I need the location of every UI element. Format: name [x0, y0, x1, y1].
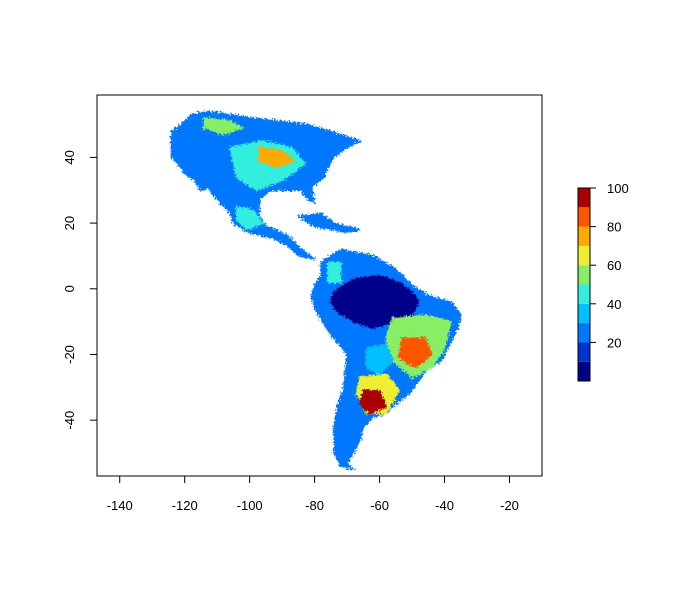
map-region-colombia-andes [326, 261, 342, 283]
map-region-sao-paulo-core [398, 337, 433, 369]
map-plot-area [96, 94, 543, 477]
legend-bin [578, 284, 590, 304]
map-region-amazon-lowland [330, 274, 420, 329]
y-tick-label: 0 [62, 285, 77, 292]
legend-bin [578, 207, 590, 227]
map-region-corn-belt [258, 146, 297, 169]
legend-bin [578, 188, 590, 208]
legend-tick-label: 20 [607, 335, 621, 350]
x-tick-label: -140 [107, 498, 133, 513]
map-region-canadian-prairie [203, 117, 246, 136]
legend-bin [578, 265, 590, 285]
x-tick-label: -40 [435, 498, 454, 513]
x-tick-label: -100 [237, 498, 263, 513]
legend-bins [578, 188, 590, 381]
x-tick-label: -60 [370, 498, 389, 513]
y-tick-label: 40 [62, 150, 77, 164]
map-region-chaco [365, 343, 394, 376]
legend-ticks: 100 80 60 40 20 [590, 181, 629, 350]
legend-bin [578, 226, 590, 246]
legend-bin [578, 245, 590, 266]
map-region-greater-antilles [296, 212, 361, 234]
y-tick-label: -40 [62, 411, 77, 430]
legend-bin [578, 303, 590, 324]
color-legend: 100 80 60 40 20 [577, 181, 629, 382]
legend-tick-label: 80 [607, 220, 621, 235]
legend-bin [578, 323, 590, 343]
map-region-pampas-core [359, 389, 388, 415]
x-tick-label: -120 [172, 498, 198, 513]
map-region-mexican-highlands [235, 205, 264, 231]
legend-tick-label: 60 [607, 258, 621, 273]
x-axis: -140 -120 -100 -80 -60 -40 -20 [107, 475, 519, 513]
legend-tick-label: 100 [607, 181, 629, 196]
y-axis: 40 20 0 -20 -40 [62, 150, 98, 430]
legend-bin [578, 361, 590, 381]
map-regions [170, 110, 462, 471]
y-tick-label: 20 [62, 216, 77, 230]
legend-frame [577, 187, 591, 382]
x-tick-label: -80 [305, 498, 324, 513]
legend-tick-label: 40 [607, 297, 621, 312]
legend-bin [578, 342, 590, 362]
y-tick-label: -20 [62, 345, 77, 364]
x-tick-label: -20 [500, 498, 519, 513]
